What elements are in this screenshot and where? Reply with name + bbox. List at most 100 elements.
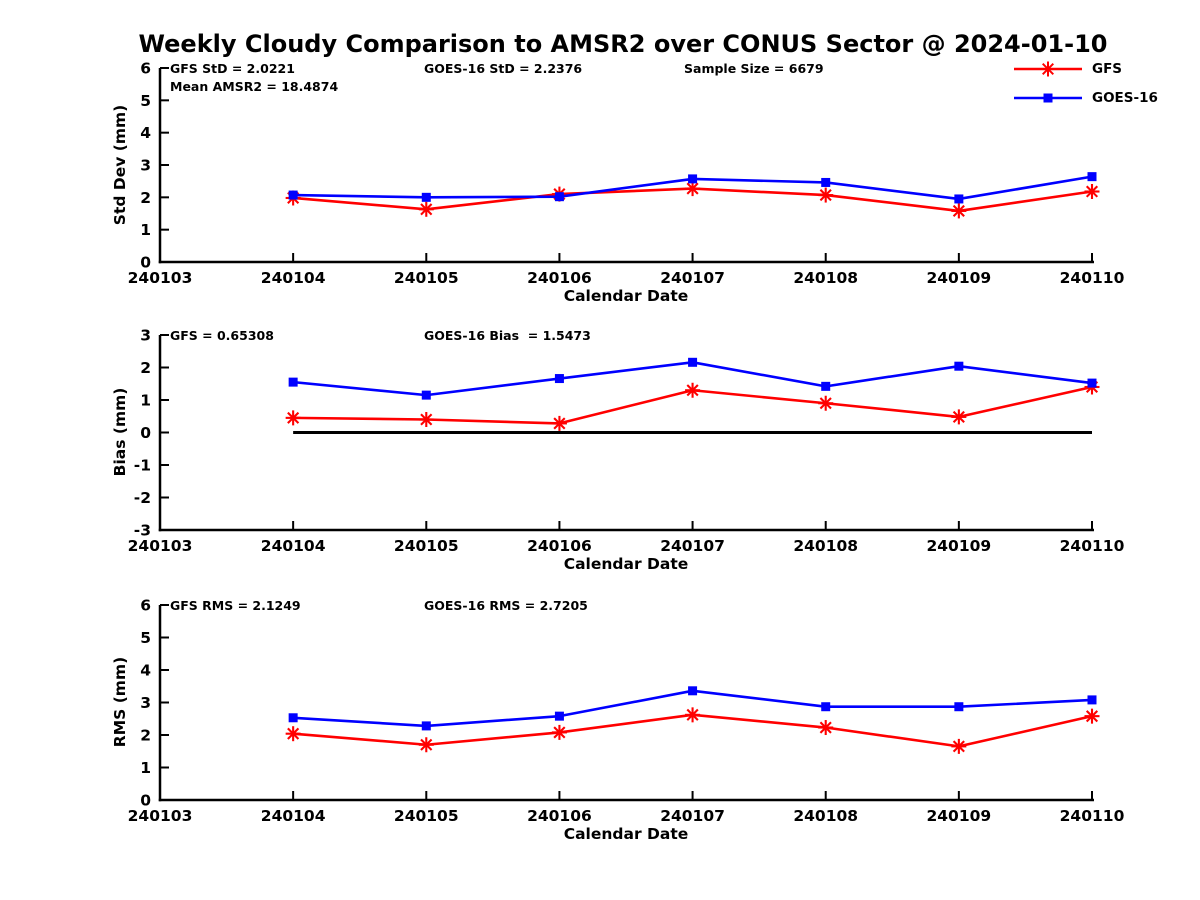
square-marker-icon: [821, 381, 831, 391]
x-tick-label: 240109: [926, 807, 991, 825]
x-tick-label: 240103: [128, 537, 193, 555]
y-tick-label: 5: [140, 629, 151, 647]
asterisk-marker-icon: [551, 724, 567, 740]
legend-item-goes16: GOES-16: [1012, 89, 1158, 107]
square-marker-icon: [954, 194, 964, 204]
x-tick-label: 240105: [394, 537, 459, 555]
y-tick-label: 2: [140, 359, 151, 377]
x-tick-label: 240108: [793, 537, 858, 555]
asterisk-marker-icon: [818, 720, 834, 736]
asterisk-marker-icon: [285, 726, 301, 742]
y-tick-label: 1: [140, 759, 151, 777]
x-tick-label: 240110: [1060, 537, 1125, 555]
x-tick-label: 240106: [527, 537, 592, 555]
series-goes-16: [288, 357, 1097, 400]
x-tick-label: 240103: [128, 269, 193, 287]
x-tick-label: 240105: [394, 807, 459, 825]
square-marker-icon: [1087, 695, 1097, 705]
goes-bias-annotation: GOES-16 Bias = 1.5473: [424, 328, 591, 343]
x-tick-label: 240107: [660, 537, 725, 555]
legend-label-goes16: GOES-16: [1092, 90, 1158, 106]
square-marker-icon: [421, 390, 431, 400]
y-tick-label: 3: [140, 157, 151, 175]
x-tick-label: 240107: [660, 269, 725, 287]
square-marker-icon: [554, 374, 564, 384]
square-marker-icon: [821, 702, 831, 712]
asterisk-marker-icon: [685, 181, 701, 197]
goes-rms-annotation: GOES-16 RMS = 2.7205: [424, 598, 588, 613]
y-tick-label: 6: [140, 60, 151, 78]
asterisk-marker-icon: [818, 395, 834, 411]
x-tick-label: 240103: [128, 807, 193, 825]
y-tick-label: 0: [140, 792, 151, 810]
x-tick-label: 240107: [660, 807, 725, 825]
goes16-line-square-icon: [1014, 93, 1082, 103]
x-ticks: 240103 240104 240105 240106 240107 240108 2401…: [128, 521, 1125, 555]
y-ticks: 0 1 2 3 4 5 6: [140, 60, 169, 272]
x-tick-label: 240105: [394, 269, 459, 287]
sample-size-annotation: Sample Size = 6679: [684, 61, 824, 76]
square-marker-icon: [421, 721, 431, 731]
legend-item-gfs: GFS: [1012, 60, 1158, 78]
y-tick-label: 0: [140, 424, 151, 442]
y-tick-label: 1: [140, 221, 151, 239]
x-tick-label: 240106: [527, 269, 592, 287]
square-marker-icon: [288, 713, 298, 723]
gfs-bias-annotation: GFS = 0.65308: [170, 328, 274, 343]
x-tick-label: 240109: [926, 537, 991, 555]
asterisk-marker-icon: [685, 707, 701, 723]
square-marker-icon: [421, 192, 431, 202]
x-tick-label: 240104: [261, 807, 326, 825]
bias-panel: -3 -2 -1 0 1 2 3 240103 240104 240105 240106 240107…: [128, 327, 1125, 556]
bias-xlabel: Calendar Date: [563, 555, 689, 573]
square-marker-icon: [1087, 172, 1097, 182]
y-tick-label: -3: [134, 522, 151, 540]
asterisk-marker-icon: [951, 409, 967, 425]
x-tick-label: 240109: [926, 269, 991, 287]
gfs-rms-annotation: GFS RMS = 2.1249: [170, 598, 301, 613]
series-goes-16: [288, 686, 1097, 731]
asterisk-marker-icon: [1084, 708, 1100, 724]
asterisk-marker-icon: [551, 415, 567, 431]
x-ticks: 240103 240104 240105 240106 240107 240108 2401…: [128, 253, 1125, 287]
figure-title: Weekly Cloudy Comparison to AMSR2 over C…: [138, 30, 1108, 58]
y-tick-label: 5: [140, 92, 151, 110]
y-tick-label: 0: [140, 254, 151, 272]
x-tick-label: 240104: [261, 537, 326, 555]
series-gfs: [285, 181, 1100, 219]
square-marker-icon: [554, 711, 564, 721]
y-tick-label: 4: [140, 662, 151, 680]
y-tick-label: 3: [140, 694, 151, 712]
asterisk-marker-icon: [285, 410, 301, 426]
square-marker-icon: [821, 177, 831, 187]
mean-amsr2-annotation: Mean AMSR2 = 18.4874: [170, 79, 339, 94]
y-tick-label: -2: [134, 489, 151, 507]
y-tick-label: 1: [140, 392, 151, 410]
asterisk-marker-icon: [418, 737, 434, 753]
square-marker-icon: [288, 190, 298, 200]
asterisk-marker-icon: [418, 201, 434, 217]
y-ticks: 0 1 2 3 4 5 6: [140, 597, 169, 810]
x-tick-label: 240108: [793, 269, 858, 287]
y-tick-label: 3: [140, 327, 151, 345]
y-ticks: -3 -2 -1 0 1 2 3: [134, 327, 169, 540]
asterisk-marker-icon: [418, 412, 434, 427]
x-tick-label: 240108: [793, 807, 858, 825]
x-tick-label: 240110: [1060, 269, 1125, 287]
legend: GFS GOES-16: [1012, 60, 1158, 118]
x-tick-label: 240106: [527, 807, 592, 825]
y-tick-label: -1: [134, 457, 151, 475]
asterisk-marker-icon: [818, 187, 834, 203]
square-marker-icon: [954, 702, 964, 712]
y-tick-label: 4: [140, 124, 151, 142]
y-tick-label: 2: [140, 189, 151, 207]
stddev-xlabel: Calendar Date: [563, 287, 689, 305]
square-marker-icon: [954, 361, 964, 371]
square-marker-icon: [288, 377, 298, 387]
series-gfs: [285, 379, 1100, 431]
asterisk-marker-icon: [685, 382, 701, 398]
square-marker-icon: [554, 192, 564, 202]
